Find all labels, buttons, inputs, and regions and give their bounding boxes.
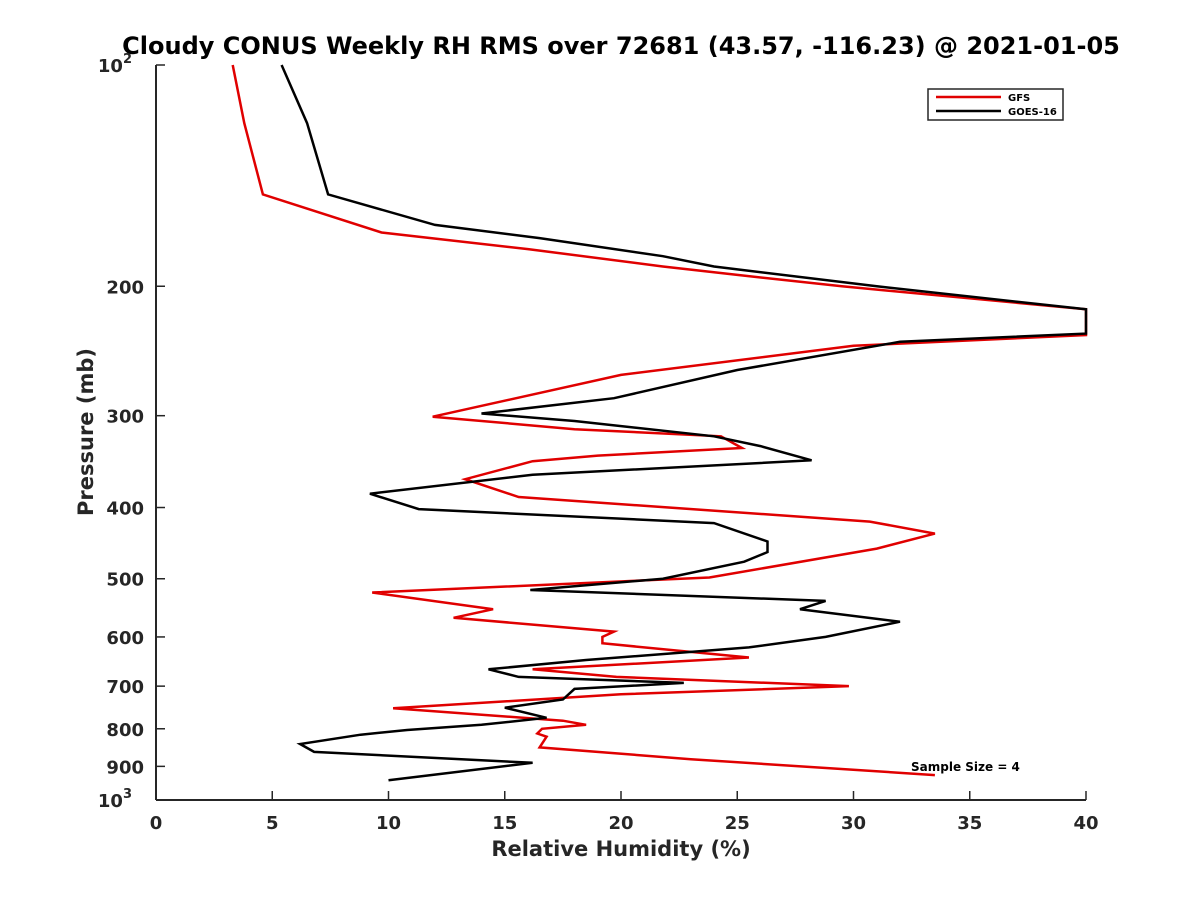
- plot-area: [231, 64, 1088, 782]
- series-line-goes16: [280, 64, 1088, 782]
- x-tick-label: 0: [150, 813, 163, 834]
- x-axis-ticks: 0 5 10 15 20 25 30 35 40: [150, 791, 1099, 834]
- y-tick-label: 900: [106, 757, 144, 778]
- legend-label-goes16: GOES-16: [1008, 107, 1057, 118]
- y-tick-label: 600: [106, 628, 144, 649]
- y-tick-label: 700: [106, 677, 144, 698]
- legend: GFS GOES-16: [927, 88, 1064, 121]
- x-tick-label: 15: [492, 813, 517, 834]
- y-tick-label: 300: [106, 407, 144, 428]
- x-tick-label: 25: [725, 813, 750, 834]
- y-tick-label: 800: [106, 720, 144, 741]
- y-axis-label: Pressure (mb): [74, 348, 98, 516]
- x-tick-label: 5: [266, 813, 279, 834]
- x-axis-label: Relative Humidity (%): [491, 837, 750, 861]
- x-tick-label: 10: [376, 813, 401, 834]
- sample-size-annotation: Sample Size = 4: [911, 760, 1020, 774]
- x-tick-label: 35: [957, 813, 982, 834]
- chart-title: Cloudy CONUS Weekly RH RMS over 72681 (4…: [122, 32, 1120, 60]
- legend-label-gfs: GFS: [1008, 93, 1030, 104]
- y-tick-label: 200: [106, 277, 144, 298]
- y-tick-label: 400: [106, 499, 144, 520]
- x-tick-label: 20: [608, 813, 633, 834]
- x-tick-label: 30: [841, 813, 866, 834]
- x-tick-label: 40: [1073, 813, 1098, 834]
- y-tick-label: 500: [106, 570, 144, 591]
- legend-box: [927, 88, 1064, 121]
